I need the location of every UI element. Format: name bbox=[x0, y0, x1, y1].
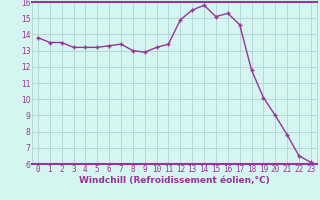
X-axis label: Windchill (Refroidissement éolien,°C): Windchill (Refroidissement éolien,°C) bbox=[79, 176, 270, 185]
